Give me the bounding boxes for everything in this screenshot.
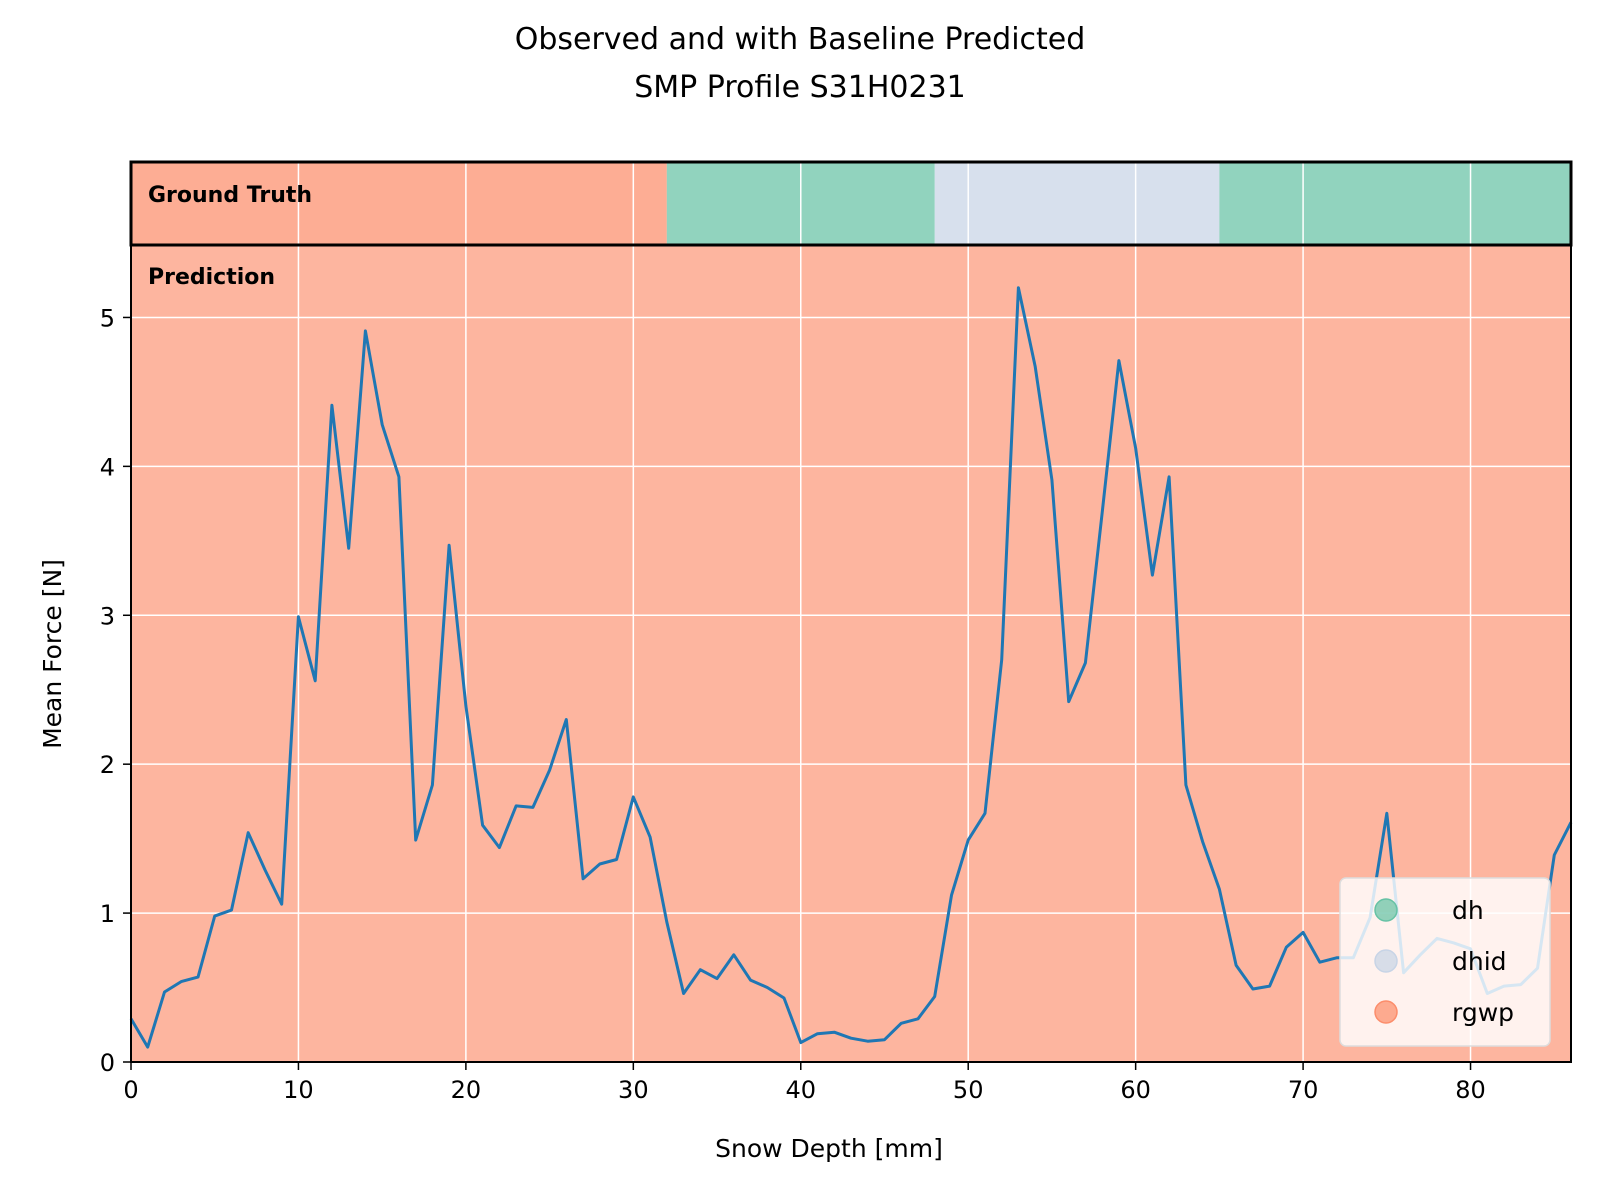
y-tick-label: 5 [100, 304, 115, 332]
y-axis-label: Mean Force [N] [38, 559, 67, 749]
y-tick-label: 0 [100, 1049, 115, 1077]
x-tick-label: 40 [785, 1076, 816, 1104]
legend-label-dh: dh [1452, 896, 1484, 925]
legend-label-rgwp: rgwp [1452, 998, 1514, 1027]
force-line-series [129, 286, 1573, 1049]
legend: dh dhid rgwp [1339, 877, 1551, 1047]
chart-subtitle: SMP Profile S31H0231 [634, 70, 966, 105]
chart-title: Observed and with Baseline Predicted [514, 22, 1086, 57]
plot-frame [130, 244, 1572, 1063]
prediction-area-layer [131, 245, 1571, 1062]
legend-marker-rgwp [1374, 1000, 1398, 1024]
ground-truth-band-layer [131, 162, 1571, 245]
ground-truth-label: Ground Truth [148, 183, 312, 208]
legend-marker-dh [1374, 898, 1398, 922]
x-tick-label: 50 [953, 1076, 984, 1104]
y-tick-label: 4 [100, 453, 115, 481]
legend-box [1339, 877, 1551, 1047]
x-tick-label: 60 [1120, 1076, 1151, 1104]
x-axis-label: Snow Depth [mm] [715, 1134, 943, 1163]
ground-truth-segment-rgwp [131, 162, 667, 245]
tick-layer: 0 10 20 30 40 50 60 70 80 0 1 2 3 4 5 [100, 304, 1486, 1104]
x-tick-label: 20 [451, 1076, 482, 1104]
y-tick-label: 1 [100, 900, 115, 928]
y-tick-label: 2 [100, 751, 115, 779]
ground-truth-segment-dh [1219, 162, 1571, 245]
prediction-segment-rgwp [131, 245, 1571, 1062]
x-tick-label: 80 [1455, 1076, 1486, 1104]
series-layer [129, 286, 1573, 1049]
y-tick-label: 3 [100, 602, 115, 630]
ground-truth-segment-dhid [934, 162, 1220, 245]
prediction-label: Prediction [148, 265, 275, 290]
x-tick-label: 30 [618, 1076, 649, 1104]
legend-label-dhid: dhid [1452, 947, 1507, 976]
legend-marker-dhid [1374, 949, 1398, 973]
x-tick-label: 70 [1288, 1076, 1319, 1104]
x-tick-label: 10 [283, 1076, 314, 1104]
frame-layer [129, 160, 1573, 1063]
x-tick-label: 0 [123, 1076, 138, 1104]
